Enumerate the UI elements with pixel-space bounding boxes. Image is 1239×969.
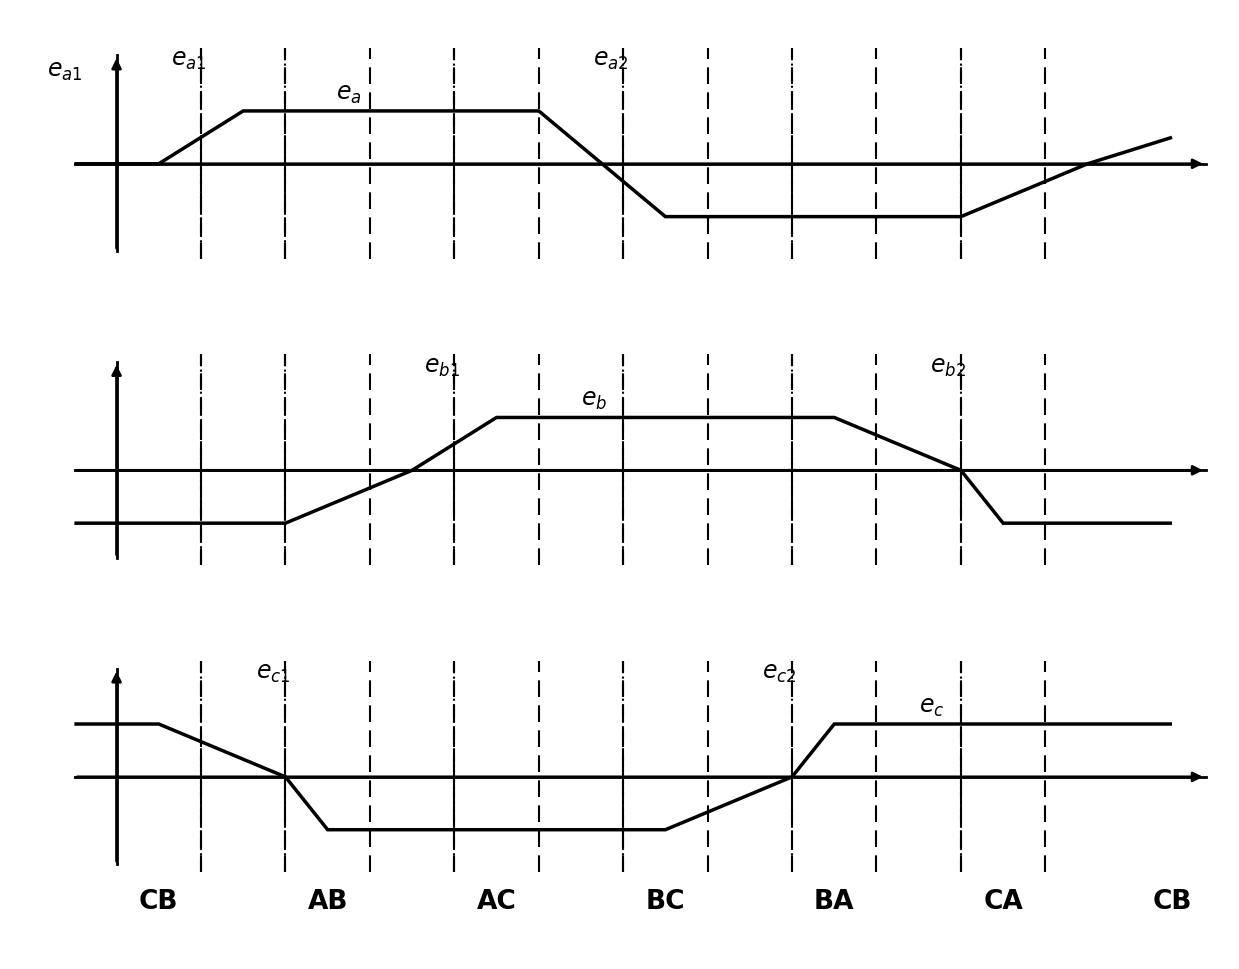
Text: $e_a$: $e_a$ bbox=[336, 81, 362, 106]
Text: CA: CA bbox=[984, 888, 1023, 914]
Text: BC: BC bbox=[646, 888, 685, 914]
Text: AB: AB bbox=[307, 888, 348, 914]
Text: $e_{a2}$: $e_{a2}$ bbox=[592, 48, 628, 73]
Text: CB: CB bbox=[1152, 888, 1192, 914]
Text: $e_{b1}$: $e_{b1}$ bbox=[424, 355, 460, 379]
Text: AC: AC bbox=[477, 888, 517, 914]
Text: CB: CB bbox=[139, 888, 178, 914]
Text: BA: BA bbox=[814, 888, 855, 914]
Text: $e_{a1}$: $e_{a1}$ bbox=[47, 59, 83, 83]
Text: $e_b$: $e_b$ bbox=[581, 388, 607, 412]
Text: $e_c$: $e_c$ bbox=[918, 694, 944, 718]
Text: $e_{c2}$: $e_{c2}$ bbox=[762, 661, 797, 685]
Text: $e_{a1}$: $e_{a1}$ bbox=[171, 48, 206, 73]
Text: $e_{c1}$: $e_{c1}$ bbox=[255, 661, 290, 685]
Text: $e_{b2}$: $e_{b2}$ bbox=[930, 355, 966, 379]
